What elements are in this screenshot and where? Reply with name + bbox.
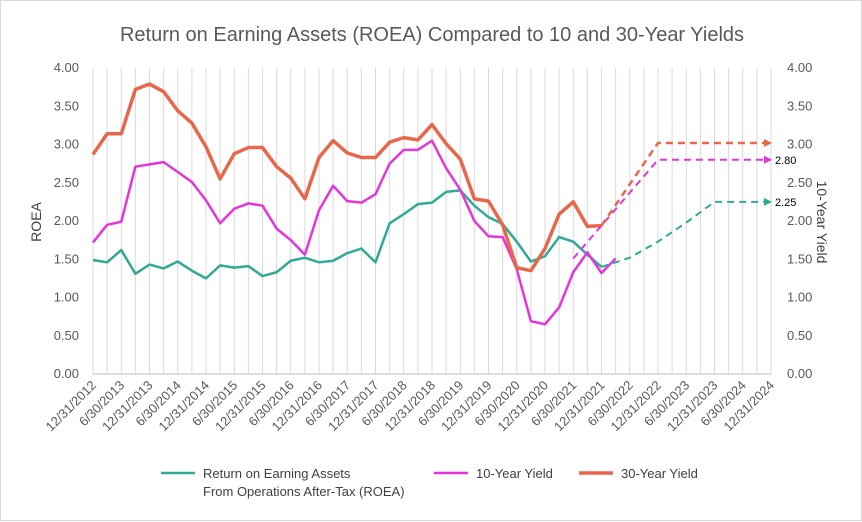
left-axis-ticks: 0.00 0.50 1.00 1.50 2.00 2.50 3.00 3.50 4.00 <box>54 60 79 381</box>
roea-legend-label: Return on Earning Assets <box>203 466 351 481</box>
thirty-year-yield-forecast-line <box>600 138 772 227</box>
x-axis-ticks: 12/31/20126/30/201312/31/20136/30/201412… <box>42 378 777 435</box>
left-tick-label: 3.00 <box>54 137 79 152</box>
right-axis-ticks: 0.00 0.50 1.00 1.50 2.00 2.50 3.00 3.50 4.00 <box>787 60 812 381</box>
roea-forecast-line <box>601 197 772 268</box>
right-tick-label: 1.50 <box>787 251 812 266</box>
ten-year-yield-end-label: 2.80 <box>775 155 796 167</box>
ten-year-yield-line <box>92 139 617 326</box>
right-tick-label: 2.50 <box>787 175 812 190</box>
right-axis-title: 10-Year Yield <box>814 181 830 264</box>
left-tick-label: 0.50 <box>54 328 79 343</box>
gridlines <box>92 68 772 375</box>
roea-line <box>92 189 603 280</box>
ten-year-yield-forecast-line <box>572 155 772 260</box>
left-tick-label: 2.50 <box>54 175 79 190</box>
forecast-lines: 2.25 2.80 <box>572 138 796 268</box>
thirty-year-yield-line <box>91 82 602 273</box>
right-tick-label: 4.00 <box>787 60 812 75</box>
right-tick-label: 3.50 <box>787 98 812 113</box>
left-tick-label: 4.00 <box>54 60 79 75</box>
roea-end-label: 2.25 <box>775 197 796 209</box>
right-tick-label: 0.50 <box>787 328 812 343</box>
right-tick-label: 1.00 <box>787 290 812 305</box>
thirty-year-yield-legend-label: 30-Year Yield <box>621 466 698 481</box>
roea-legend-label: From Operations After-Tax (ROEA) <box>203 484 405 499</box>
left-tick-label: 3.50 <box>54 98 79 113</box>
left-tick-label: 2.00 <box>54 213 79 228</box>
right-tick-label: 0.00 <box>787 366 812 381</box>
left-tick-label: 0.00 <box>54 366 79 381</box>
legend: Return on Earning Assets From Operations … <box>161 466 698 499</box>
ten-year-yield-legend-label: 10-Year Yield <box>476 466 553 481</box>
right-tick-label: 2.00 <box>787 213 812 228</box>
left-axis-title: ROEA <box>28 202 44 242</box>
left-tick-label: 1.50 <box>54 251 79 266</box>
left-tick-label: 1.00 <box>54 290 79 305</box>
chart-title: Return on Earning Assets (ROEA) Compared… <box>120 24 744 46</box>
series-lines <box>91 82 617 326</box>
right-tick-label: 3.00 <box>787 137 812 152</box>
